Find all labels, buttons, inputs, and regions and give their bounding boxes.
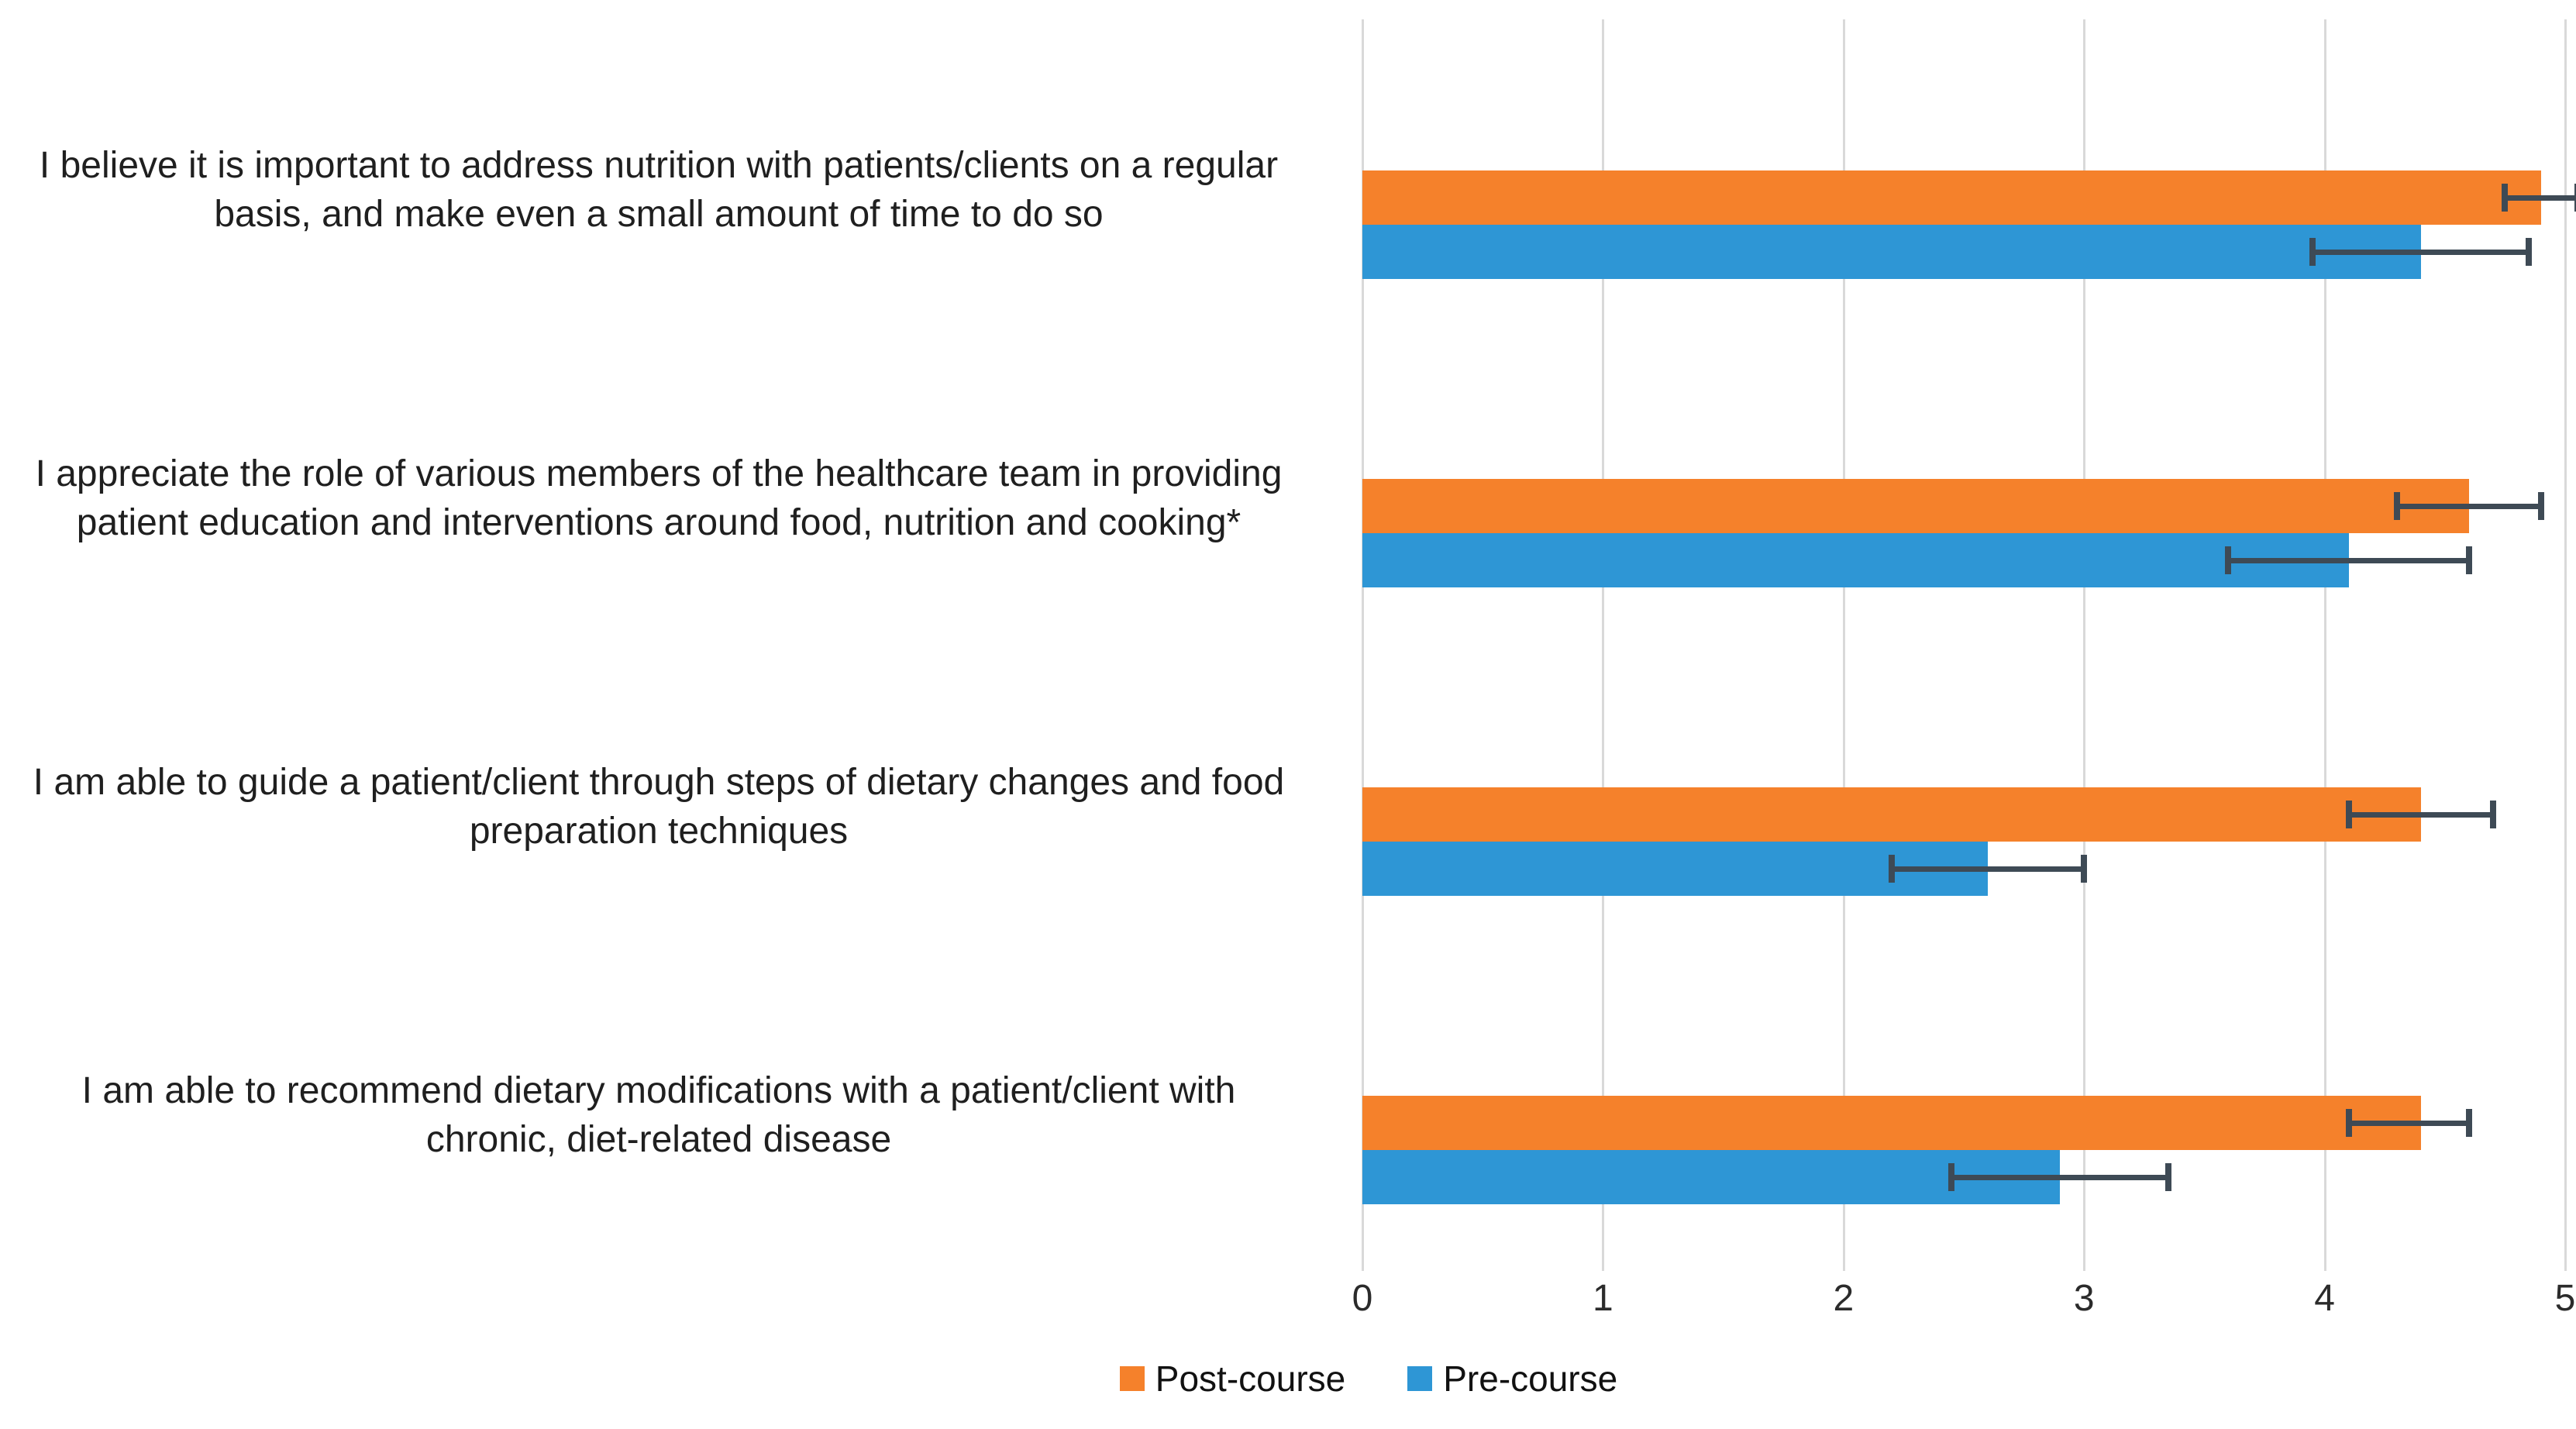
gridline	[1842, 19, 1845, 1271]
legend-item-post-course: Post-course	[1119, 1358, 1346, 1400]
error-bar-cap	[2225, 546, 2232, 574]
gridline	[2564, 19, 2567, 1271]
error-bar-cap	[2526, 238, 2533, 266]
error-bar-cap	[2465, 1109, 2472, 1137]
error-bar-line	[2396, 504, 2541, 509]
error-bar-line	[2348, 812, 2493, 818]
error-bar-cap	[2309, 238, 2316, 266]
bar-pre-course	[1362, 225, 2421, 279]
error-bar-cap	[2537, 492, 2544, 520]
error-bar-line	[2313, 250, 2530, 255]
gridline	[2323, 19, 2326, 1271]
legend-item-pre-course: Pre-course	[1407, 1358, 1617, 1400]
error-bar-line	[2505, 195, 2576, 201]
bar-post-course	[1362, 479, 2469, 533]
x-axis-tick-label: 1	[1593, 1278, 1613, 1319]
error-bar-cap	[1888, 855, 1895, 883]
pre-course-swatch-icon	[1407, 1366, 1433, 1391]
error-bar-cap	[1948, 1163, 1955, 1191]
error-bar-cap	[2164, 1163, 2171, 1191]
category-label: I believe it is important to address nut…	[39, 145, 1279, 235]
bar-post-course	[1362, 1096, 2421, 1150]
x-axis-tick-label: 3	[2073, 1278, 2095, 1319]
bar-pre-course	[1362, 1150, 2061, 1204]
gridline	[2083, 19, 2086, 1271]
post-course-swatch-icon	[1119, 1366, 1145, 1391]
x-axis-tick-label: 4	[2314, 1278, 2335, 1319]
category-label: I am able to recommend dietary modificat…	[81, 1070, 1236, 1160]
error-bar-cap	[2345, 1109, 2352, 1137]
error-bar-cap	[2574, 184, 2576, 212]
error-bar-cap	[2489, 801, 2496, 828]
error-bar-cap	[2502, 184, 2509, 212]
plot-area: 0 1 2 3 4 5	[1352, 0, 2576, 1429]
bar-pre-course	[1362, 533, 2349, 587]
category-label: I appreciate the role of various members…	[35, 453, 1283, 543]
x-axis-tick-label: 0	[1352, 1278, 1373, 1319]
error-bar-line	[1891, 866, 2085, 872]
error-bar-cap	[2345, 801, 2352, 828]
gridline	[1362, 19, 1364, 1271]
error-bar-cap	[2465, 546, 2472, 574]
bar-post-course	[1362, 170, 2541, 225]
gridline	[1602, 19, 1605, 1271]
chart-legend: Post-course Pre-course	[81, 1358, 2576, 1400]
error-bar-line	[1951, 1175, 2168, 1180]
bar-post-course	[1362, 787, 2421, 842]
error-bar-line	[2228, 558, 2469, 563]
error-bar-line	[2348, 1121, 2469, 1126]
error-bar-cap	[2081, 855, 2088, 883]
legend-label: Post-course	[1155, 1358, 1346, 1399]
error-bar-cap	[2393, 492, 2400, 520]
category-label: I am able to guide a patient/client thro…	[33, 762, 1285, 852]
x-axis-tick-label: 5	[2554, 1278, 2576, 1319]
x-axis-tick-label: 2	[1833, 1278, 1855, 1319]
legend-label: Pre-course	[1443, 1358, 1618, 1399]
bar-pre-course	[1362, 842, 1989, 896]
